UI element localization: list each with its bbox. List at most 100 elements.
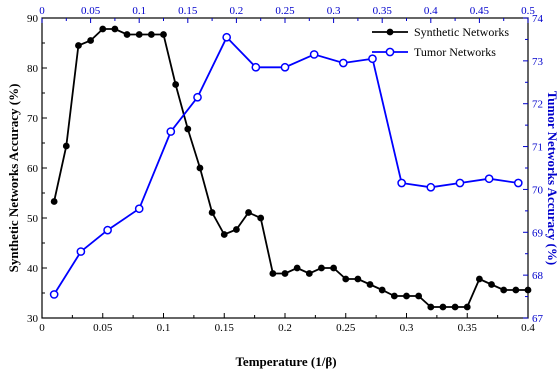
right-y-tick-label: 72 xyxy=(532,99,543,111)
synthetic-networks-point xyxy=(135,31,143,38)
synthetic-networks-point xyxy=(147,31,155,38)
synthetic-networks-line xyxy=(53,28,528,308)
right-y-axis: 67 68 69 70 71 72 73 74 xyxy=(523,13,544,325)
synthetic-networks-point xyxy=(220,231,228,238)
synthetic-networks-point xyxy=(512,286,520,294)
tumor-networks-point xyxy=(251,62,261,72)
tumor-networks-point xyxy=(222,32,232,42)
left-y-tick-label: 80 xyxy=(27,63,39,75)
left-y-tick-label: 30 xyxy=(27,313,39,325)
top-x-tick-label: 0.4 xyxy=(424,5,438,17)
right-y-tick-label: 73 xyxy=(532,56,544,68)
top-x-tick-label: 0.1 xyxy=(132,5,146,17)
tumor-networks-point xyxy=(309,50,319,59)
legend-tumor-networks-label: Tumor Networks xyxy=(414,45,496,59)
synthetic-networks-point xyxy=(281,270,289,277)
synthetic-networks-point xyxy=(87,37,94,44)
top-x-tick-label: 0.5 xyxy=(521,5,535,17)
synthetic-networks-point xyxy=(99,25,107,33)
bottom-x-tick-label: 0.3 xyxy=(400,322,414,334)
synthetic-networks-point xyxy=(500,286,508,294)
synthetic-networks-point xyxy=(245,209,252,216)
tumor-networks-point xyxy=(134,204,144,214)
legend-tumor-networks-marker xyxy=(385,47,395,57)
right-y-tick-label: 70 xyxy=(532,184,544,196)
synthetic-networks-point xyxy=(50,198,58,205)
left-y-tick-label: 40 xyxy=(27,263,39,275)
left-y-axis: 30 40 50 60 70 80 90 xyxy=(27,13,47,325)
tumor-networks-point xyxy=(484,174,494,184)
bottom-x-tick-label: 0 xyxy=(39,322,45,334)
series-group xyxy=(49,25,532,311)
bottom-x-axis: 0 0.05 0.1 0.15 0.2 0.25 0.3 0.35 0.4 xyxy=(39,313,535,334)
tumor-networks-point xyxy=(280,62,290,72)
top-x-tick-label: 0.15 xyxy=(178,5,198,17)
synthetic-networks-point xyxy=(451,303,459,311)
synthetic-networks-point xyxy=(111,25,119,33)
top-x-axis: 0 0.05 0.1 0.15 0.2 0.25 0.3 0.35 0.4 0.45 0.5 xyxy=(39,5,535,23)
top-x-tick-label: 0.45 xyxy=(470,5,490,17)
legend: Synthetic Networks Tumor Networks xyxy=(372,25,509,59)
synthetic-networks-point xyxy=(318,264,325,272)
left-y-tick-label: 60 xyxy=(27,163,39,175)
synthetic-networks-point xyxy=(160,31,167,38)
bottom-x-tick-label: 0.35 xyxy=(458,322,478,334)
bottom-x-tick-label: 0.4 xyxy=(521,322,535,334)
synthetic-networks-point xyxy=(342,275,350,283)
tumor-networks-point xyxy=(455,178,465,188)
tumor-networks-line xyxy=(53,35,519,295)
synthetic-networks-point xyxy=(488,281,495,288)
tumor-networks-point xyxy=(426,182,436,192)
x-axis-label: Temperature (1/β) xyxy=(235,354,336,369)
right-y-tick-label: 68 xyxy=(532,270,544,282)
synthetic-networks-point xyxy=(463,303,471,311)
bottom-x-tick-label: 0.2 xyxy=(278,322,292,334)
synthetic-networks-point xyxy=(293,264,301,272)
legend-synthetic-networks-label: Synthetic Networks xyxy=(414,25,509,39)
synthetic-networks-point xyxy=(476,275,483,283)
top-x-tick-label: 0.05 xyxy=(81,5,101,17)
synthetic-networks-point xyxy=(269,270,277,277)
synthetic-networks-point xyxy=(196,164,204,172)
left-y-tick-label: 70 xyxy=(27,113,39,125)
synthetic-networks-point xyxy=(305,270,313,277)
left-y-axis-label: Synthetic Networks Accuracy (%) xyxy=(6,84,21,273)
top-x-tick-label: 0.3 xyxy=(327,5,341,17)
synthetic-networks-point xyxy=(427,303,435,311)
right-y-tick-label: 69 xyxy=(532,227,544,239)
right-y-tick-label: 71 xyxy=(532,142,543,154)
tumor-networks-point xyxy=(368,54,377,64)
tumor-networks-point xyxy=(513,178,523,188)
synthetic-networks-point xyxy=(172,81,180,88)
tumor-networks-point xyxy=(397,178,406,188)
tumor-networks-point xyxy=(193,92,202,102)
top-x-tick-label: 0.2 xyxy=(230,5,244,17)
tumor-networks-point xyxy=(103,225,112,235)
top-x-tick-label: 0.25 xyxy=(275,5,295,17)
bottom-x-tick-label: 0.25 xyxy=(336,322,356,334)
bottom-x-tick-label: 0.05 xyxy=(93,322,113,334)
tumor-networks-point xyxy=(338,58,348,68)
top-x-tick-label: 0 xyxy=(39,5,45,17)
bottom-x-tick-label: 0.1 xyxy=(157,322,171,334)
synthetic-networks-point xyxy=(233,226,240,233)
left-y-tick-label: 90 xyxy=(27,13,39,25)
synthetic-networks-point xyxy=(123,31,131,38)
synthetic-networks-point xyxy=(62,142,70,150)
tumor-networks-point xyxy=(166,127,176,136)
right-y-tick-label: 74 xyxy=(532,13,544,25)
synthetic-networks-point xyxy=(439,303,447,311)
synthetic-networks-point xyxy=(415,292,423,300)
synthetic-networks-point xyxy=(390,292,398,300)
synthetic-networks-point xyxy=(403,292,410,300)
left-y-tick-label: 50 xyxy=(27,213,39,225)
bottom-x-tick-label: 0.15 xyxy=(215,322,235,334)
synthetic-networks-point xyxy=(354,275,362,283)
tumor-networks-point xyxy=(76,247,86,256)
tumor-networks-point xyxy=(49,290,59,299)
synthetic-networks-point xyxy=(257,214,265,222)
synthetic-networks-point xyxy=(184,125,192,133)
legend-synthetic-networks-marker xyxy=(386,28,394,36)
synthetic-networks-point xyxy=(524,286,532,294)
